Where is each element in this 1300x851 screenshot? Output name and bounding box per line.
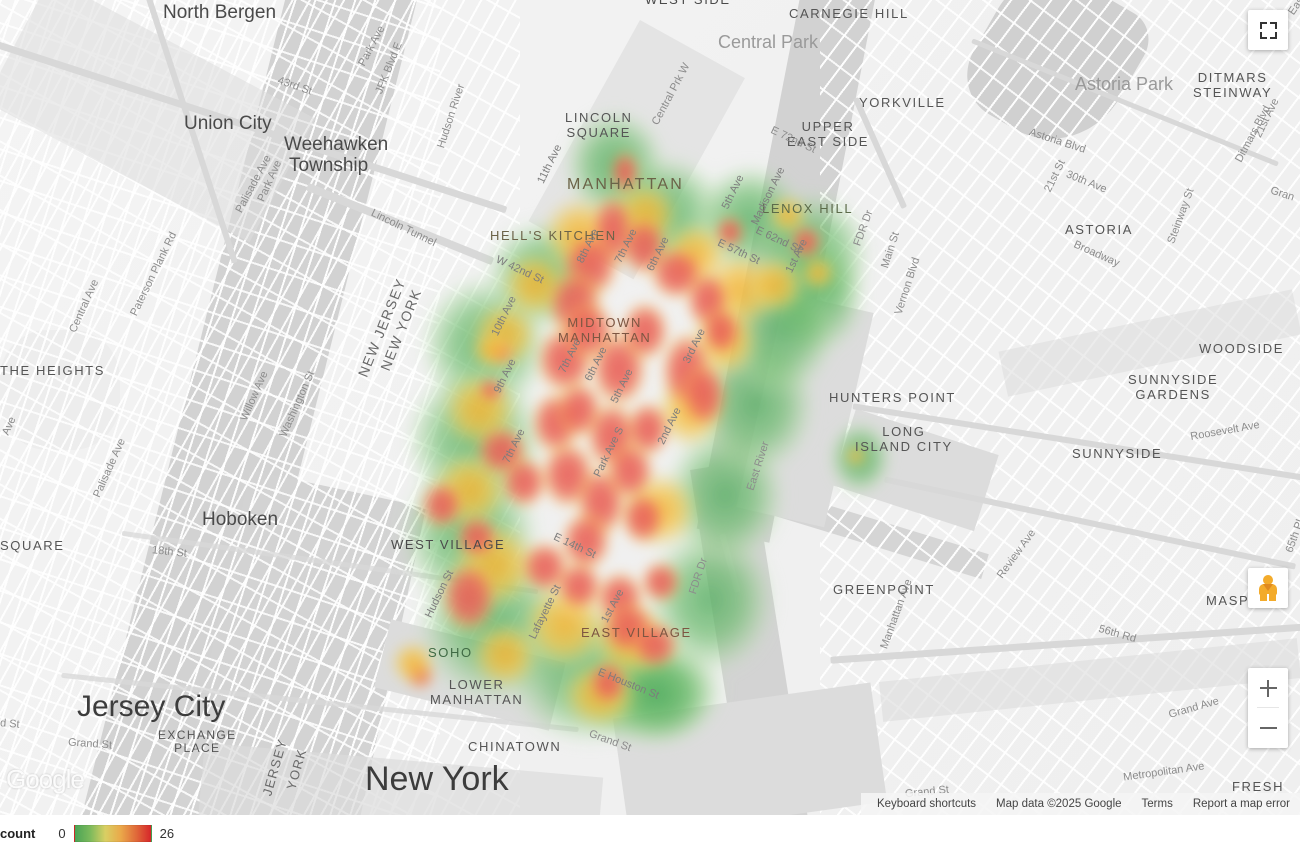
legend-title: count bbox=[0, 825, 36, 841]
minus-icon bbox=[1259, 727, 1277, 729]
fullscreen-icon bbox=[1259, 21, 1277, 39]
pegman-icon bbox=[1257, 575, 1279, 601]
fullscreen-button[interactable] bbox=[1248, 10, 1288, 50]
legend-min-value: 0 bbox=[58, 825, 66, 841]
google-logo: Google bbox=[6, 764, 85, 794]
map-attribution-bar: Keyboard shortcuts Map data ©2025 Google… bbox=[860, 793, 1300, 815]
map-canvas[interactable]: North Bergen Union City Weehawken Townsh… bbox=[0, 0, 1300, 815]
legend: count 0 26 bbox=[0, 815, 174, 851]
street-view-pegman-button[interactable] bbox=[1248, 568, 1288, 608]
plus-icon-vertical bbox=[1267, 679, 1269, 697]
zoom-in-button[interactable] bbox=[1248, 668, 1288, 708]
keyboard-shortcuts-link[interactable]: Keyboard shortcuts bbox=[876, 798, 977, 810]
terms-link[interactable]: Terms bbox=[1141, 798, 1173, 810]
legend-max-value: 26 bbox=[159, 825, 175, 841]
legend-color-gradient bbox=[73, 824, 152, 842]
zoom-control[interactable] bbox=[1248, 668, 1288, 748]
map-data-copyright: Map data ©2025 Google bbox=[996, 798, 1122, 810]
report-map-error-link[interactable]: Report a map error bbox=[1192, 798, 1290, 810]
zoom-out-button[interactable] bbox=[1248, 708, 1288, 748]
